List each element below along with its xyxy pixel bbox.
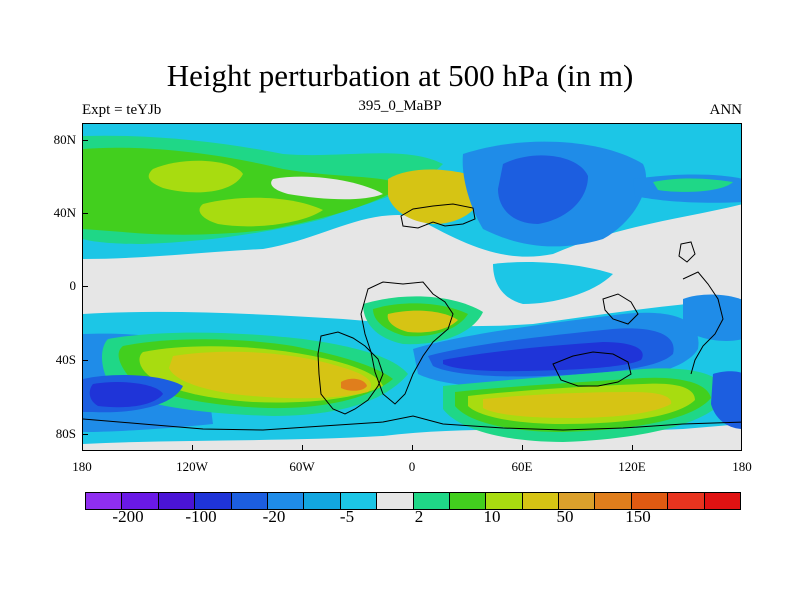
x-tick-label: 180 bbox=[732, 459, 752, 474]
colorbar-swatch bbox=[595, 492, 632, 510]
sh-deep-blue-core-west bbox=[89, 382, 163, 408]
x-tick bbox=[412, 445, 413, 451]
colorbar-swatch bbox=[704, 492, 742, 510]
colorbar-swatch bbox=[158, 492, 196, 510]
y-tick bbox=[82, 360, 88, 361]
nh-yellow-green-cell-2 bbox=[199, 197, 323, 227]
y-tick-label: 40N bbox=[53, 205, 76, 220]
colorbar-label: -100 bbox=[185, 507, 217, 526]
x-tick-label: 120E bbox=[618, 459, 646, 474]
nh-white-gap bbox=[271, 176, 383, 200]
colorbar-label: 150 bbox=[625, 507, 651, 526]
colorbar bbox=[85, 492, 742, 510]
colorbar-label: -20 bbox=[262, 507, 286, 526]
colorbar-swatch bbox=[486, 492, 523, 510]
x-tick bbox=[632, 445, 633, 451]
colorbar-swatch bbox=[195, 492, 232, 510]
south-america-outline bbox=[317, 331, 384, 415]
colorbar-swatch bbox=[267, 492, 305, 510]
io-darkest-core bbox=[443, 342, 643, 372]
eq-light-blue-east bbox=[493, 262, 613, 304]
colorbar-label: 2 bbox=[414, 507, 424, 526]
y-tick bbox=[82, 213, 88, 214]
colorbar-swatch bbox=[231, 492, 268, 510]
season-label: ANN bbox=[709, 102, 743, 118]
period-label: 395_0_MaBP bbox=[358, 98, 442, 114]
nh-yellow-green-cell-1 bbox=[148, 160, 243, 193]
x-tick-label: 60W bbox=[289, 459, 315, 474]
y-tick bbox=[82, 140, 88, 141]
colorbar-swatch bbox=[559, 492, 596, 510]
continent-outlines bbox=[83, 203, 741, 431]
chart-title: Height perturbation at 500 hPa (in m) bbox=[166, 58, 634, 93]
x-tick bbox=[192, 445, 193, 451]
nh-orange-cell bbox=[388, 169, 484, 224]
y-tick-label: 80N bbox=[53, 132, 76, 147]
y-tick bbox=[82, 434, 88, 435]
colorbar-swatch bbox=[122, 492, 159, 510]
colorbar-label: 10 bbox=[483, 507, 501, 526]
se-yellow-core bbox=[483, 392, 672, 418]
experiment-label: Expt = teYJb bbox=[82, 102, 162, 118]
x-tick-label: 180 bbox=[72, 459, 92, 474]
nh-green-east bbox=[653, 178, 733, 192]
pacific-island-outline bbox=[678, 241, 696, 263]
sh-orange-spot bbox=[341, 378, 367, 391]
x-tick-label: 60E bbox=[511, 459, 533, 474]
aus-deep-blue-patch bbox=[711, 371, 741, 429]
x-tick-label: 120W bbox=[176, 459, 208, 474]
colorbar-swatch bbox=[668, 492, 705, 510]
x-tick bbox=[522, 445, 523, 451]
colorbar-label: -200 bbox=[112, 507, 144, 526]
colorbar-swatch bbox=[449, 492, 487, 510]
x-tick bbox=[302, 445, 303, 451]
europe-outline bbox=[400, 203, 476, 229]
eq-yellow-cell bbox=[387, 310, 458, 333]
asia-coast-outline bbox=[682, 271, 724, 375]
x-tick-label: 0 bbox=[408, 459, 416, 474]
aus-blue-patch bbox=[683, 294, 741, 341]
colorbar-swatch bbox=[413, 492, 450, 510]
colorbar-label: 50 bbox=[556, 507, 574, 526]
y-tick-label: 0 bbox=[69, 278, 77, 293]
colorbar-swatch bbox=[631, 492, 669, 510]
y-tick-label: 40S bbox=[55, 352, 76, 367]
indonesia-outline bbox=[602, 293, 639, 325]
map-plot-area bbox=[82, 123, 742, 451]
colorbar-swatch bbox=[85, 492, 123, 510]
contour-map bbox=[83, 124, 741, 450]
colorbar-swatch bbox=[304, 492, 341, 510]
australia-outline bbox=[552, 351, 632, 387]
colorbar-swatch bbox=[340, 492, 378, 510]
nh-deep-blue-core bbox=[498, 155, 588, 224]
antarctica-outline bbox=[83, 415, 741, 431]
colorbar-swatch bbox=[377, 492, 414, 510]
y-tick-label: 80S bbox=[55, 426, 76, 441]
colorbar-label: -5 bbox=[339, 507, 355, 526]
y-tick bbox=[82, 286, 88, 287]
colorbar-swatch bbox=[522, 492, 560, 510]
